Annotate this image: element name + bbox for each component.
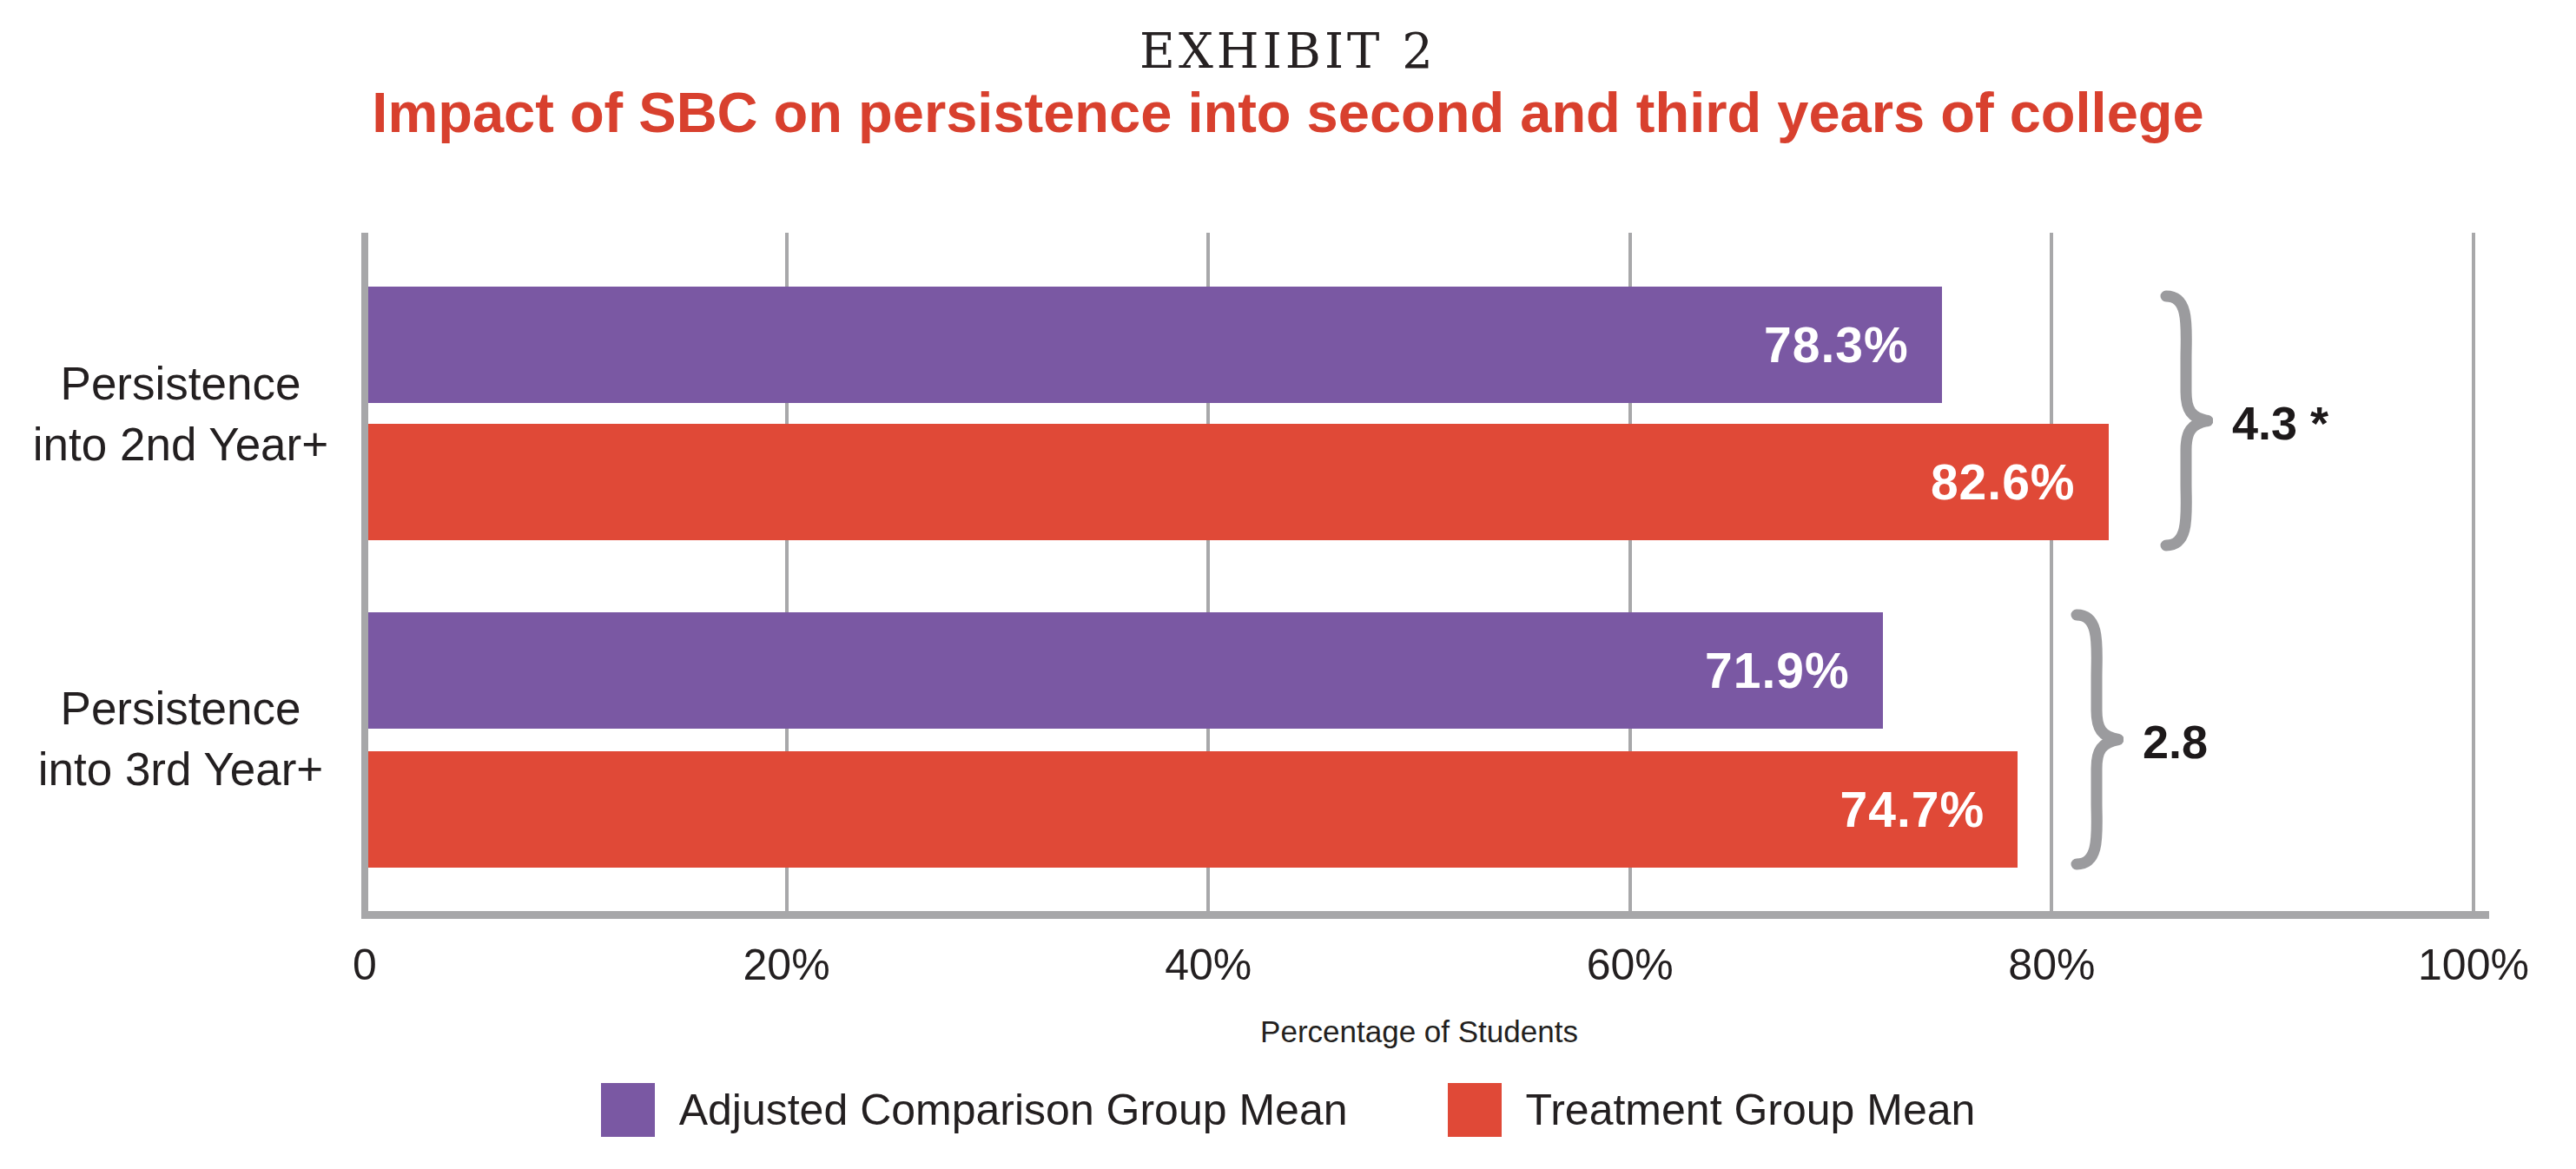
x-tick-60: 60%	[1587, 940, 1674, 990]
category-label-group2: Persistenceinto 3rd Year+	[7, 670, 354, 809]
curly-brace-icon	[2159, 287, 2213, 558]
gridline-80	[2050, 233, 2053, 917]
legend-swatch-icon	[1448, 1083, 1502, 1137]
exhibit-number-heading: EXHIBIT 2	[0, 23, 2576, 79]
legend-label: Adjusted Comparison Group Mean	[679, 1085, 1348, 1135]
bar-treatment-group2: 74.7%	[367, 751, 2018, 868]
curly-brace-icon	[2070, 606, 2124, 876]
category-label-line: into 2nd Year+	[33, 414, 328, 475]
difference-annotation-group2: 2.8	[2070, 608, 2208, 875]
category-label-group1: Persistenceinto 2nd Year+	[7, 345, 354, 484]
x-tick-0: 0	[353, 940, 377, 990]
chart-title: Impact of SBC on persistence into second…	[0, 82, 2576, 144]
bar-comparison-group2: 71.9%	[367, 612, 1883, 729]
difference-value-label: 4.3 *	[2232, 396, 2328, 450]
legend: Adjusted Comparison Group Mean Treatment …	[0, 1083, 2576, 1137]
x-axis-line	[361, 911, 2489, 919]
legend-item-treatment-group: Treatment Group Mean	[1448, 1083, 1976, 1137]
bar-value-label: 71.9%	[1705, 642, 1883, 699]
difference-value-label: 2.8	[2143, 715, 2208, 769]
bar-comparison-group1: 78.3%	[367, 287, 1942, 403]
category-label-line: Persistence	[61, 678, 301, 739]
bar-value-label: 82.6%	[1931, 453, 2109, 511]
bar-value-label: 78.3%	[1764, 316, 1942, 373]
legend-item-comparison-group: Adjusted Comparison Group Mean	[601, 1083, 1348, 1137]
x-tick-40: 40%	[1165, 940, 1252, 990]
x-tick-20: 20%	[743, 940, 830, 990]
gridline-100	[2472, 233, 2475, 917]
exhibit-figure: EXHIBIT 2 Impact of SBC on persistence i…	[0, 0, 2576, 1169]
difference-annotation-group1: 4.3 *	[2159, 289, 2328, 556]
x-tick-80: 80%	[2008, 940, 2095, 990]
bar-value-label: 74.7%	[1840, 781, 2018, 838]
x-axis-title: Percentage of Students	[1260, 1014, 1578, 1049]
legend-label: Treatment Group Mean	[1526, 1085, 1976, 1135]
category-label-line: into 3rd Year+	[38, 739, 324, 800]
y-axis-line	[361, 233, 368, 918]
legend-swatch-icon	[601, 1083, 655, 1137]
x-tick-100: 100%	[2418, 940, 2529, 990]
category-label-line: Persistence	[61, 353, 301, 414]
bar-treatment-group1: 82.6%	[367, 424, 2109, 540]
